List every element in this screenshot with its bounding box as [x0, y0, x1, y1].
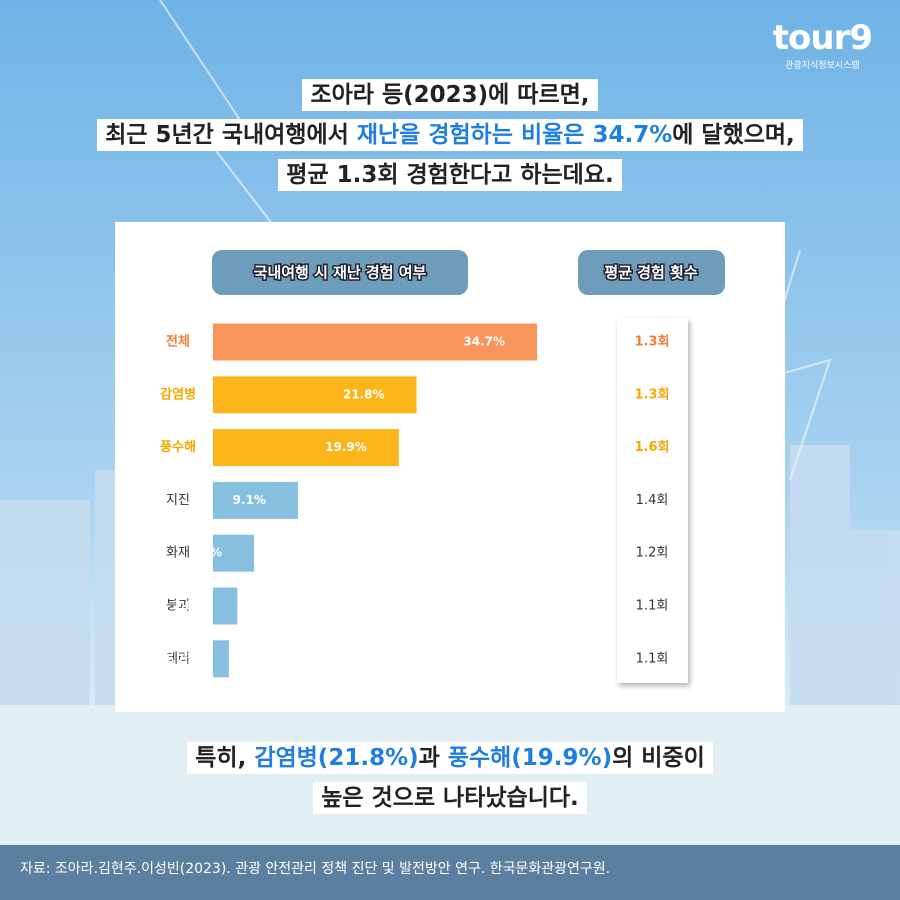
bar — [213, 481, 298, 519]
text-segment: 풍수해(19.9%) — [447, 742, 613, 774]
category-label: 테러 — [166, 651, 190, 666]
bar — [213, 534, 255, 572]
data-label: 9.1% — [233, 493, 266, 507]
text-line: 조아라 등(2023)에 따르면, — [0, 75, 900, 115]
logo-name: tour9 — [772, 18, 873, 58]
bar — [213, 640, 229, 678]
count-label: 1.3회 — [635, 386, 670, 402]
bar — [213, 323, 537, 361]
data-label: 34.7% — [463, 335, 505, 349]
text-segment: 평균 1.3회 경험한다고 하는데요. — [278, 159, 622, 191]
source: 자료: 조아라.김현주.이성빈(2023). 관광 안전관리 정책 진단 및 발… — [0, 845, 900, 900]
data-label: 19.9% — [325, 440, 367, 454]
panel-header: 평균 경험 횟수 — [604, 264, 697, 282]
panel-header-bg — [578, 250, 725, 295]
category-label: 붕괴 — [166, 599, 190, 614]
text-line: 높은 것으로 나타났습니다. — [0, 778, 900, 818]
bar — [213, 587, 238, 625]
text-segment: 의 비중이 — [612, 742, 713, 774]
text-segment: 에 달했으며, — [672, 119, 803, 151]
count-box — [617, 318, 688, 683]
logo: tour9 관광지식정보시스템 — [772, 18, 873, 71]
category-label: 풍수해 — [160, 439, 196, 455]
panel-header-bg — [212, 250, 468, 295]
bar — [213, 429, 399, 467]
text-line: 평균 1.3회 경험한다고 하는데요. — [0, 155, 900, 195]
category-label: 감염병 — [160, 386, 196, 402]
text-segment: 높은 것으로 나타났습니다. — [313, 782, 587, 814]
text-segment: 감염병(21.8%) — [254, 742, 419, 774]
text-segment: 조아라 등(2023)에 따르면, — [302, 79, 598, 111]
text-segment: 특히, — [187, 742, 255, 774]
ground — [0, 705, 900, 845]
panel-header: 국내여행 시 재난 경험 여부 — [254, 264, 427, 282]
text-segment: 최근 5년간 국내여행에서 — [97, 119, 357, 151]
data-label: 2.6% — [172, 599, 205, 613]
category-label: 지진 — [166, 493, 190, 508]
headline: 조아라 등(2023)에 따르면, 최근 5년간 국내여행에서 재난을 경험하는 … — [0, 75, 900, 195]
data-label: 4.4% — [189, 546, 222, 560]
count-label: 1.2회 — [636, 546, 669, 561]
count-label: 1.6회 — [635, 439, 670, 455]
count-label: 1.4회 — [636, 493, 669, 508]
text-segment: 재난을 경험하는 비율은 34.7% — [356, 119, 673, 151]
category-label: 전체 — [166, 334, 190, 350]
bar — [213, 376, 417, 414]
category-label: 화재 — [166, 546, 190, 561]
text-segment: 과 — [418, 742, 448, 774]
data-label: 21.8% — [343, 387, 385, 401]
count-label: 1.1회 — [636, 599, 669, 614]
data-label: 1.7% — [164, 651, 197, 665]
count-label: 1.1회 — [636, 651, 669, 666]
count-label: 1.3회 — [635, 334, 670, 350]
text-line: 최근 5년간 국내여행에서 재난을 경험하는 비율은 34.7%에 달했으며, — [0, 115, 900, 155]
logo-subtitle: 관광지식정보시스템 — [785, 61, 860, 71]
text-line: 특히, 감염병(21.8%)과 풍수해(19.9%)의 비중이 — [0, 738, 900, 778]
